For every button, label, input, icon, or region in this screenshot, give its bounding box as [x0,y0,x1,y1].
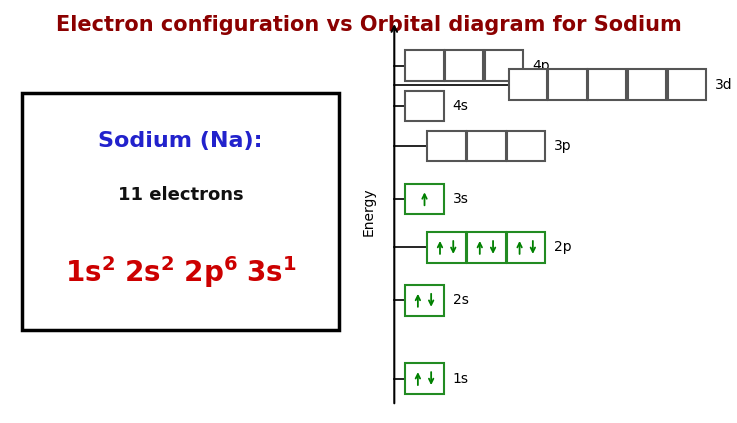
Bar [405,285,444,316]
Text: Energy: Energy [362,187,375,236]
Bar [405,363,444,394]
Bar [507,131,545,161]
Text: 11 electrons: 11 electrons [118,186,243,204]
Bar [427,131,466,161]
Bar [485,50,523,81]
Bar [507,232,545,263]
Text: 1s: 1s [453,371,469,386]
Bar [467,232,506,263]
Text: 2s: 2s [453,293,469,308]
Text: 3p: 3p [554,139,572,153]
Text: 4p: 4p [532,58,550,73]
Text: 4s: 4s [453,99,469,113]
Bar [668,69,706,100]
Text: 2p: 2p [554,240,572,255]
Bar [467,131,506,161]
Bar [427,232,466,263]
Text: 3d: 3d [715,77,733,92]
Bar [22,93,339,330]
Text: Sodium (Na):: Sodium (Na): [98,131,263,151]
Text: Electron configuration vs Orbital diagram for Sodium: Electron configuration vs Orbital diagra… [55,15,682,35]
Bar [588,69,626,100]
Text: 3s: 3s [453,192,469,206]
Bar [405,50,444,81]
Bar [548,69,587,100]
Bar [405,184,444,214]
Bar [628,69,666,100]
Bar [405,91,444,121]
Bar [509,69,547,100]
Bar [445,50,483,81]
Text: $\mathbf{1s^2\ 2s^2\ 2p^6\ 3s^1}$: $\mathbf{1s^2\ 2s^2\ 2p^6\ 3s^1}$ [65,254,296,290]
